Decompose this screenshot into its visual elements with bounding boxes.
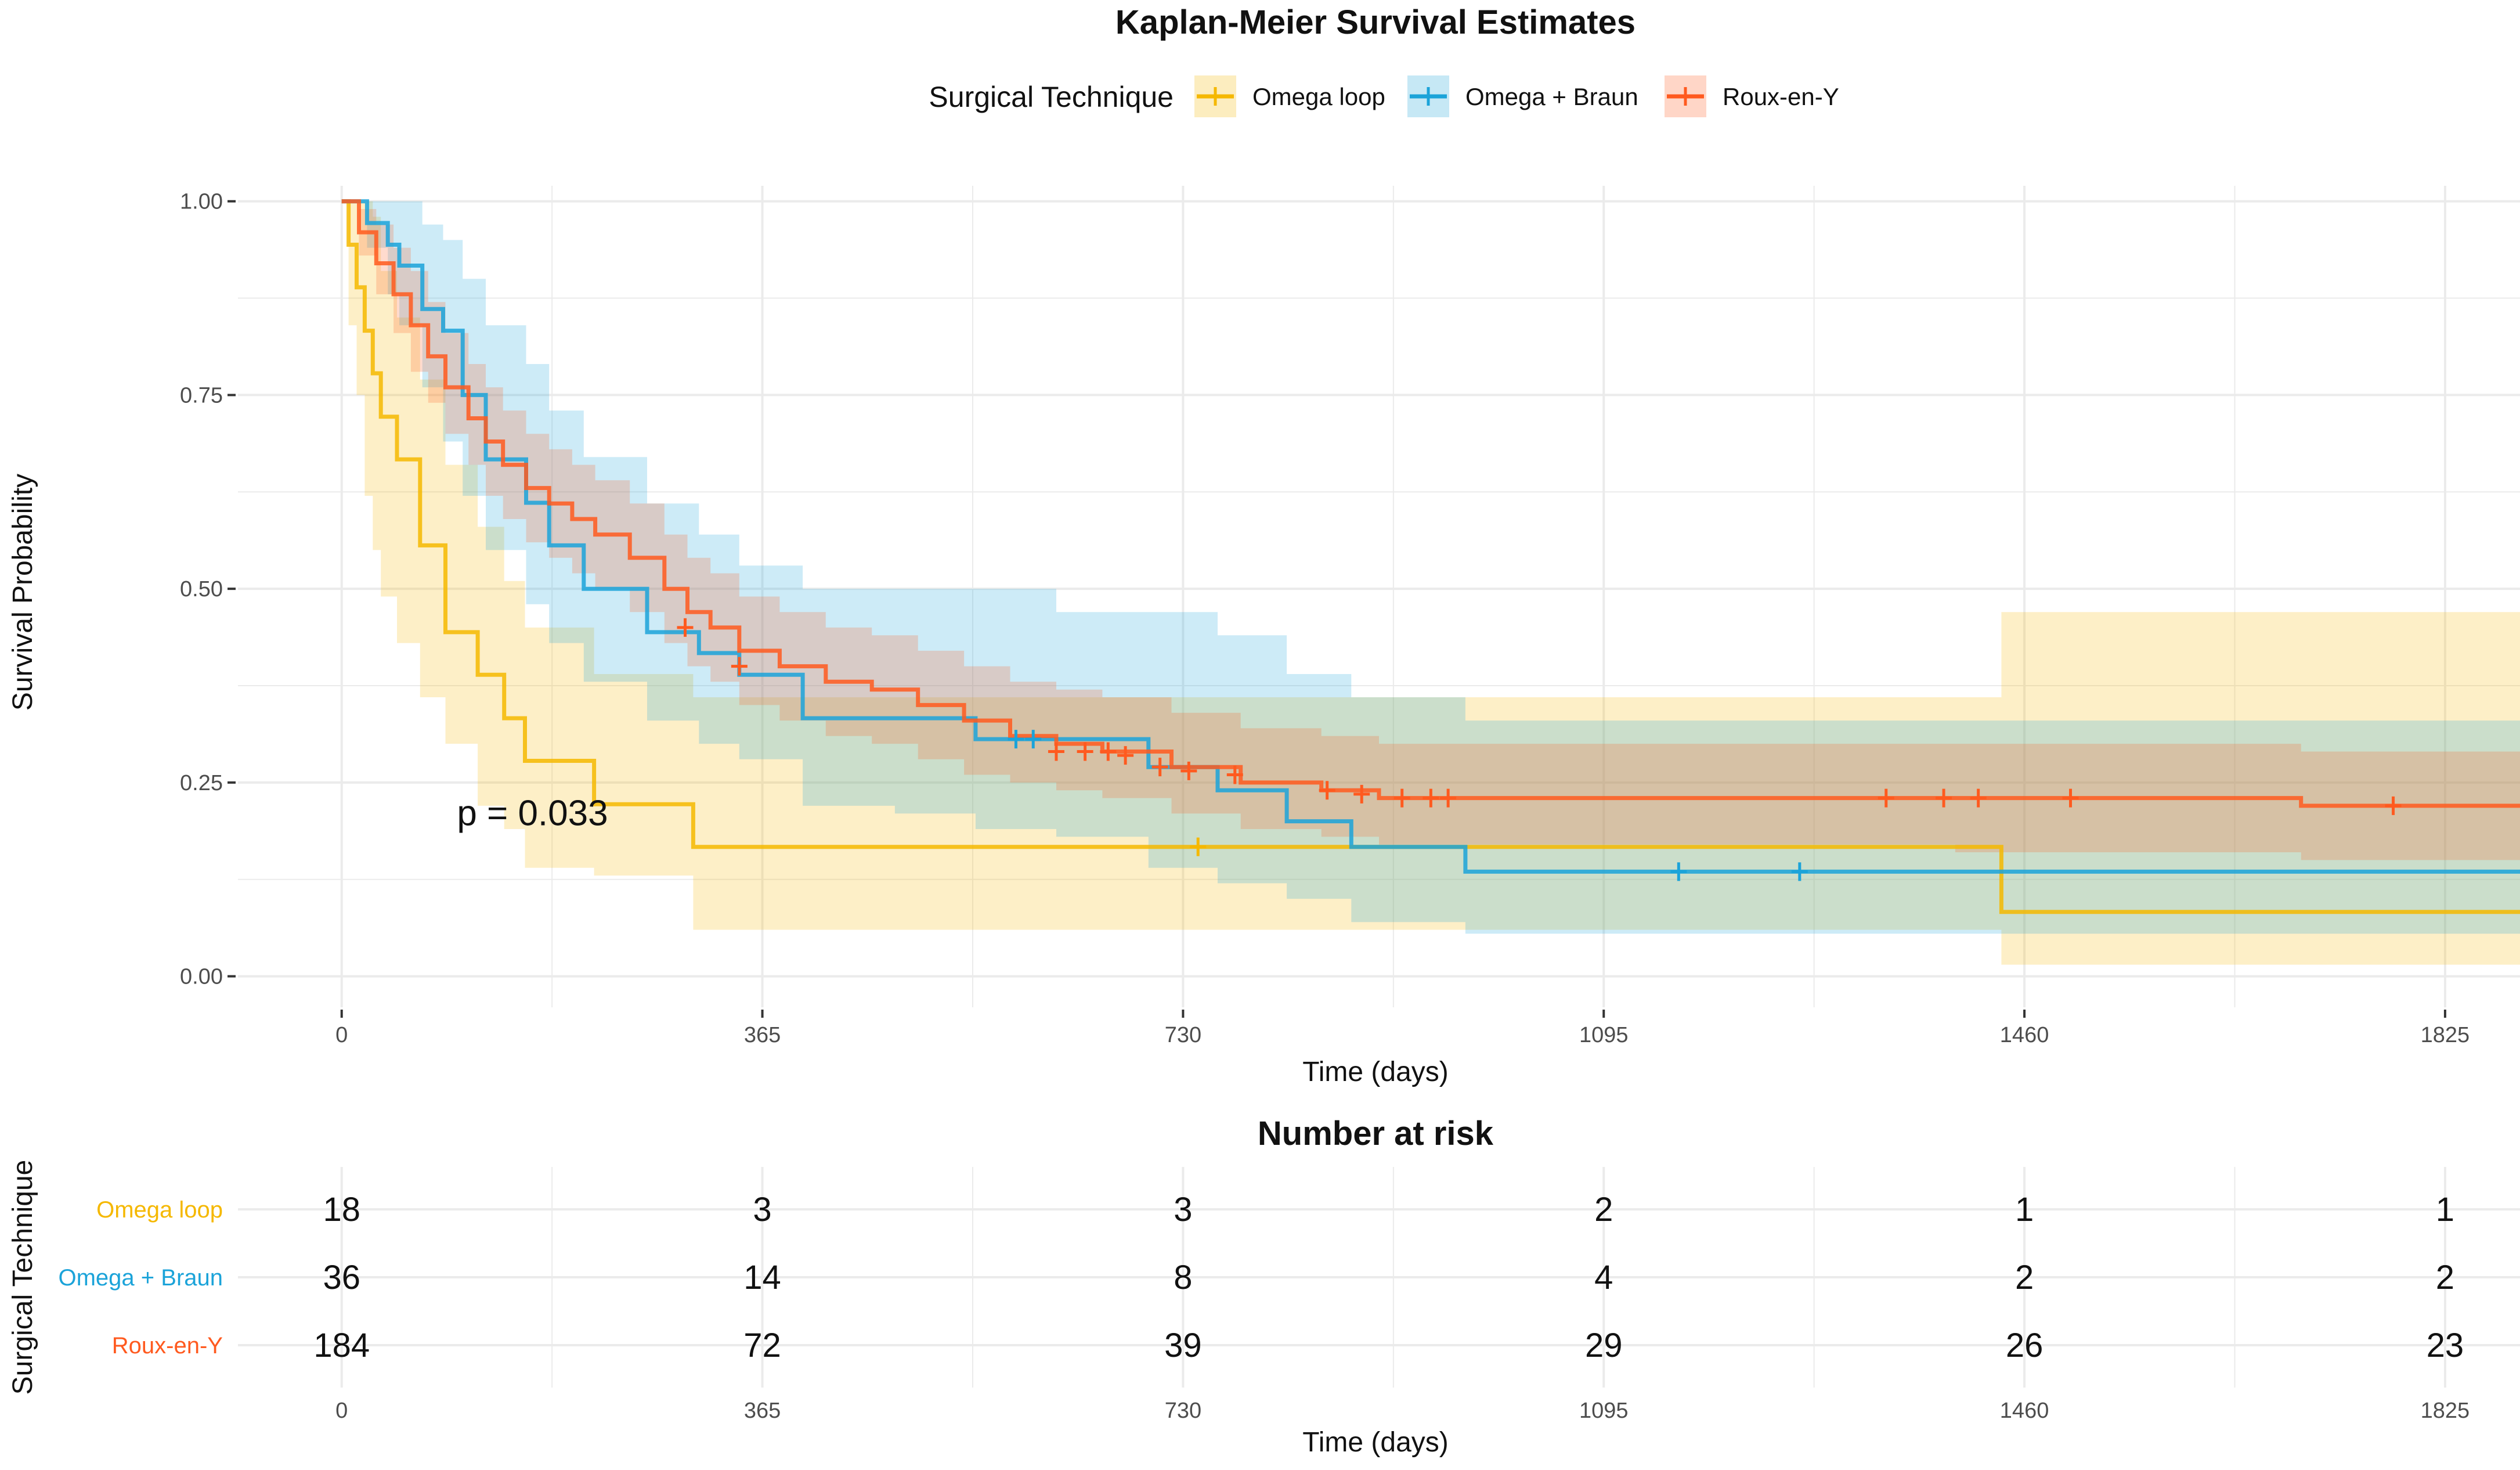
censor-mark bbox=[1180, 761, 1197, 780]
x-tick-label: 0 bbox=[335, 1023, 348, 1047]
censor-mark bbox=[1936, 788, 1952, 808]
censor-mark bbox=[1440, 788, 1457, 808]
censor-mark bbox=[1077, 742, 1093, 761]
risk-table-y-axis-title: Surgical Technique bbox=[8, 1160, 38, 1395]
censor-mark bbox=[2062, 788, 2079, 808]
censor-mark bbox=[1970, 788, 1987, 808]
risk-count: 14 bbox=[743, 1259, 781, 1296]
censor-mark bbox=[1393, 788, 1410, 808]
risk-row-label: Omega + Braun bbox=[59, 1265, 223, 1291]
risk-count: 4 bbox=[1594, 1259, 1613, 1296]
censor-mark bbox=[1791, 862, 1808, 881]
risk-count: 8 bbox=[1174, 1259, 1192, 1296]
survival-curve-omega-loop bbox=[341, 199, 2520, 914]
risk-count: 18 bbox=[323, 1191, 360, 1228]
risk-count: 184 bbox=[313, 1327, 370, 1364]
y-tick-label: 0.00 bbox=[180, 965, 223, 989]
censor-marks bbox=[677, 618, 2402, 881]
y-tick-label: 0.75 bbox=[180, 383, 223, 408]
risk-table-x-ticks: 0 365 730 1095 1460 1825 bbox=[335, 1399, 2470, 1423]
risk-x-tick-label: 1460 bbox=[2000, 1399, 2049, 1423]
legend-key-roux-en-y bbox=[1665, 75, 1706, 117]
censor-mark bbox=[1878, 788, 1894, 808]
risk-count: 26 bbox=[2006, 1327, 2044, 1364]
risk-count: 72 bbox=[743, 1327, 781, 1364]
censor-mark bbox=[1100, 742, 1117, 761]
x-tick-label: 1825 bbox=[2421, 1023, 2470, 1047]
risk-count: 36 bbox=[323, 1259, 360, 1296]
risk-x-tick-label: 1825 bbox=[2421, 1399, 2470, 1423]
risk-table-gridlines bbox=[238, 1167, 2520, 1388]
risk-x-tick-label: 730 bbox=[1165, 1399, 1201, 1423]
survival-curve-roux-en-y bbox=[341, 199, 2520, 808]
x-tick-label: 365 bbox=[744, 1023, 781, 1047]
risk-x-tick-label: 0 bbox=[335, 1399, 348, 1423]
censor-mark bbox=[1008, 730, 1024, 749]
confidence-band-omega-loop bbox=[341, 201, 2520, 965]
risk-count: 39 bbox=[1164, 1327, 1202, 1364]
confidence-band-omega-braun bbox=[341, 201, 2520, 934]
x-tick-label: 730 bbox=[1165, 1023, 1201, 1047]
risk-count: 23 bbox=[2427, 1327, 2464, 1364]
y-tick-label: 0.25 bbox=[180, 771, 223, 795]
x-axis-ticks: 0 365 730 1095 1460 1825 bbox=[335, 1010, 2470, 1047]
censor-mark bbox=[1117, 746, 1134, 765]
censor-mark bbox=[1151, 758, 1168, 777]
y-tick-label: 0.50 bbox=[180, 577, 223, 601]
x-tick-label: 1460 bbox=[2000, 1023, 2049, 1047]
y-axis-ticks: 0.00 0.25 0.50 0.75 1.00 bbox=[180, 190, 236, 989]
legend-key-omega-loop bbox=[1194, 75, 1236, 117]
legend-label: Roux-en-Y bbox=[1723, 83, 1839, 110]
censor-mark bbox=[1025, 730, 1042, 749]
risk-count: 29 bbox=[1585, 1327, 1623, 1364]
censor-mark bbox=[731, 657, 748, 676]
x-tick-label: 1095 bbox=[1579, 1023, 1629, 1047]
legend: Surgical Technique Omega loop Omega + Bra… bbox=[929, 75, 1839, 117]
risk-count: 2 bbox=[1594, 1191, 1613, 1228]
risk-x-tick-label: 365 bbox=[744, 1399, 781, 1423]
legend-title: Surgical Technique bbox=[929, 81, 1174, 113]
legend-key-omega-braun bbox=[1407, 75, 1449, 117]
y-tick-label: 1.00 bbox=[180, 190, 223, 214]
legend-label: Omega + Braun bbox=[1465, 83, 1638, 110]
risk-table-values: 18 3 3 2 1 1 36 14 8 4 2 2 184 72 39 29 26 23 bbox=[313, 1191, 2464, 1364]
censor-mark bbox=[677, 618, 694, 637]
risk-table-x-axis-title: Time (days) bbox=[1302, 1427, 1449, 1458]
risk-count: 3 bbox=[753, 1191, 771, 1228]
confidence-bands bbox=[341, 201, 2520, 965]
p-value-annotation: p = 0.033 bbox=[457, 793, 608, 833]
x-axis-title: Time (days) bbox=[1302, 1057, 1449, 1087]
risk-count: 1 bbox=[2015, 1191, 2034, 1228]
y-axis-title: Survival Probability bbox=[8, 474, 38, 711]
censor-mark bbox=[1190, 837, 1207, 856]
censor-mark bbox=[1319, 781, 1335, 800]
risk-table-title: Number at risk bbox=[1258, 1115, 1494, 1152]
chart-title: Kaplan-Meier Survival Estimates bbox=[1115, 3, 1636, 41]
risk-row-label: Omega loop bbox=[96, 1197, 223, 1223]
risk-count: 2 bbox=[2015, 1259, 2034, 1296]
risk-table-row-labels: Omega loop Omega + Braun Roux-en-Y bbox=[59, 1197, 223, 1359]
survival-curves bbox=[341, 199, 2520, 914]
censor-mark bbox=[1226, 765, 1243, 784]
censor-mark bbox=[1670, 862, 1687, 881]
risk-count: 3 bbox=[1174, 1191, 1192, 1228]
legend-label: Omega loop bbox=[1252, 83, 1385, 110]
risk-count: 1 bbox=[2436, 1191, 2454, 1228]
risk-x-tick-label: 1095 bbox=[1579, 1399, 1629, 1423]
confidence-band-roux-en-y bbox=[341, 201, 2520, 860]
censor-mark bbox=[1353, 784, 1370, 804]
risk-count: 2 bbox=[2436, 1259, 2454, 1296]
censor-mark bbox=[1048, 742, 1064, 761]
censor-mark bbox=[2385, 796, 2402, 815]
survival-curve-omega-braun bbox=[341, 199, 2520, 874]
risk-row-label: Roux-en-Y bbox=[112, 1333, 223, 1359]
censor-mark bbox=[1423, 788, 1439, 808]
